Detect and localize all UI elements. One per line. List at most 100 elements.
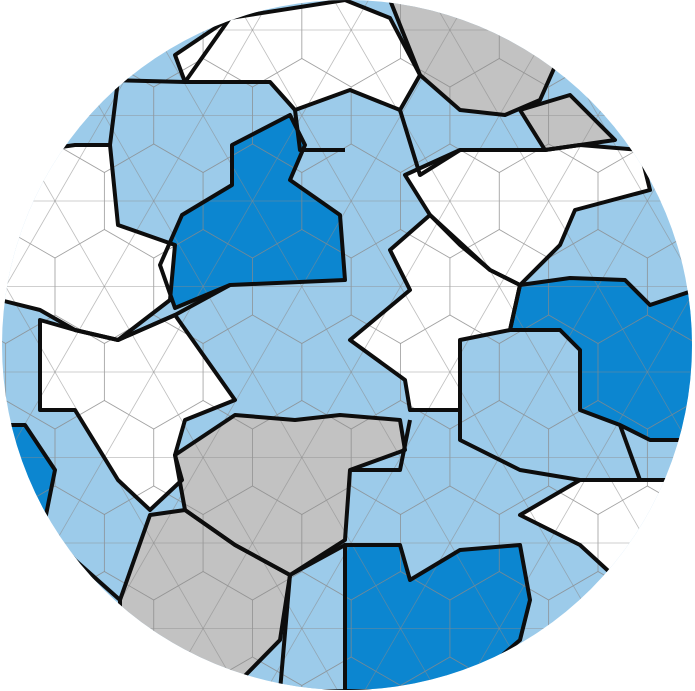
grid-line (153, 485, 204, 544)
grid-line (350, 258, 401, 315)
grid-line (498, 571, 549, 629)
grid-line (153, 87, 204, 144)
tile-outline (458, 410, 581, 482)
grid-line (350, 400, 401, 458)
white-tile (40, 315, 235, 510)
tile-outline (618, 424, 642, 481)
tile-outline (2, 423, 57, 522)
grid-line (202, 485, 253, 544)
grid-line (350, 87, 401, 144)
tile-outline (508, 276, 692, 442)
white-tile (350, 215, 520, 410)
dark-blue-tile (160, 115, 345, 308)
grid-line (252, 429, 302, 486)
tile-outline (350, 419, 412, 472)
grid-line (54, 229, 105, 287)
grid-line (202, 229, 253, 287)
grid-line (449, 571, 500, 629)
grid-line (301, 314, 352, 373)
grid-line (647, 314, 692, 373)
gray-tile (520, 95, 615, 150)
grid-line (647, 343, 692, 401)
grid-line (104, 485, 155, 544)
grid-line (252, 400, 303, 458)
grid-line (301, 1, 352, 59)
grid-line (400, 343, 450, 401)
grid-line (400, 656, 451, 690)
grid-line (498, 400, 549, 458)
grid-line (350, 656, 401, 690)
grid-line (498, 172, 549, 230)
tile-outline (108, 79, 120, 146)
grid-line (498, 229, 549, 287)
grid-line (449, 58, 500, 116)
grid-line (400, 58, 451, 116)
grid-line (449, 87, 500, 144)
grid-line (400, 485, 451, 544)
grid-line (548, 258, 598, 315)
grid-line (301, 172, 352, 230)
dark-blue-tile (510, 278, 692, 440)
grid-line (301, 0, 352, 31)
tile-outline (518, 93, 617, 152)
gray-tile (175, 415, 405, 575)
grid-line (350, 485, 401, 544)
tile-outline (293, 109, 345, 152)
grid-line (252, 229, 303, 287)
grid-line (498, 343, 549, 401)
grid-line (597, 343, 648, 401)
grid-line (449, 600, 500, 657)
grid-line (449, 258, 500, 315)
grid-line (104, 400, 154, 458)
tile-outline (117, 283, 231, 342)
grid-line (202, 314, 253, 373)
grid-line (400, 172, 450, 230)
grid-line (252, 314, 303, 373)
grid-line (202, 571, 253, 629)
tile-outline (278, 543, 347, 690)
grid-line (103, 514, 154, 572)
tile-outline (173, 0, 422, 112)
grid-line (301, 656, 352, 690)
tile-outline (158, 113, 347, 310)
grid-line (153, 571, 204, 629)
grid-line (449, 485, 500, 544)
tile-outline (398, 109, 462, 177)
grid-line (54, 258, 105, 315)
tile-outline (109, 16, 232, 84)
grid-line (103, 343, 154, 401)
grid-line (252, 485, 303, 544)
grid-line (103, 172, 154, 230)
grid-line (301, 343, 352, 401)
grid-line (400, 314, 451, 373)
grid-line (400, 514, 450, 572)
grid-line (350, 229, 401, 287)
grid-line (5, 343, 55, 401)
grid-line (350, 143, 401, 202)
grid-line (498, 514, 549, 572)
grid-line (153, 429, 204, 486)
grid-line (104, 229, 154, 287)
grid-line (498, 58, 549, 116)
grid-line (153, 229, 204, 287)
grid-line (153, 143, 204, 202)
tile-outline (2, 143, 177, 342)
grid-line (301, 571, 352, 629)
grid-line (301, 58, 352, 116)
grid-line (548, 485, 599, 544)
grid-line (597, 400, 648, 458)
grid-line (350, 571, 401, 629)
grid-line (350, 600, 401, 657)
grid-line (252, 258, 302, 315)
tile-outline (518, 478, 692, 602)
grid-line (5, 314, 56, 373)
dark-blue-tile (345, 545, 530, 690)
tile-outline (343, 543, 532, 690)
grid-line (548, 400, 599, 458)
grid-line (252, 600, 302, 657)
grid-line (252, 571, 303, 629)
